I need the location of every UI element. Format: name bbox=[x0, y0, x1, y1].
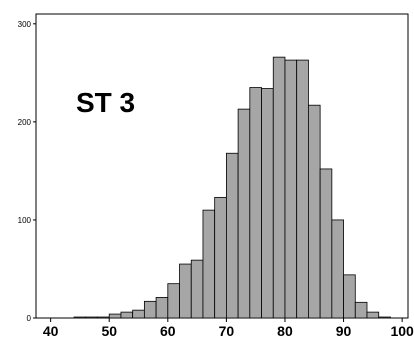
histogram-bar bbox=[97, 316, 110, 319]
histogram-bar bbox=[331, 219, 344, 319]
histogram-bar bbox=[108, 313, 122, 319]
histogram-bar bbox=[308, 104, 321, 319]
histogram-bar bbox=[73, 316, 87, 319]
y-tick-label: 0 bbox=[27, 314, 32, 323]
y-axis: 0 100 200 300 bbox=[18, 20, 36, 323]
histogram-bar bbox=[378, 316, 391, 319]
bars-group bbox=[73, 56, 391, 319]
histogram-bar bbox=[225, 152, 239, 319]
histogram-bar bbox=[167, 283, 180, 319]
histogram-bar bbox=[343, 274, 356, 319]
histogram-bar bbox=[214, 196, 227, 319]
chart-title: ST 3 bbox=[76, 87, 135, 118]
histogram-bar bbox=[237, 108, 251, 319]
x-tick-label: 40 bbox=[43, 323, 59, 339]
x-tick-label: 100 bbox=[390, 323, 414, 339]
x-axis: 40 50 60 70 80 90 100 bbox=[43, 318, 414, 339]
histogram-bar bbox=[120, 311, 134, 319]
histogram-bar bbox=[284, 59, 298, 319]
histogram-bar bbox=[272, 56, 286, 319]
histogram-bar bbox=[202, 209, 216, 319]
histogram-bar bbox=[366, 311, 380, 319]
histogram-bar bbox=[296, 59, 309, 319]
histogram-bar bbox=[132, 309, 145, 319]
y-tick-label: 300 bbox=[18, 20, 32, 29]
x-tick-label: 90 bbox=[336, 323, 352, 339]
y-tick-label: 200 bbox=[18, 118, 32, 127]
x-tick-label: 60 bbox=[160, 323, 176, 339]
histogram-bar bbox=[179, 263, 192, 319]
x-tick-label: 50 bbox=[101, 323, 117, 339]
histogram-bar bbox=[155, 297, 169, 319]
histogram-bar bbox=[261, 88, 274, 319]
y-tick-label: 100 bbox=[18, 216, 32, 225]
histogram-bar bbox=[319, 168, 333, 319]
x-tick-label: 70 bbox=[219, 323, 235, 339]
histogram-bar bbox=[143, 300, 157, 319]
histogram-bar bbox=[85, 316, 98, 319]
x-tick-label: 80 bbox=[277, 323, 293, 339]
histogram-bar bbox=[249, 87, 262, 319]
histogram-bar bbox=[190, 259, 204, 319]
histogram-bar bbox=[354, 301, 368, 319]
